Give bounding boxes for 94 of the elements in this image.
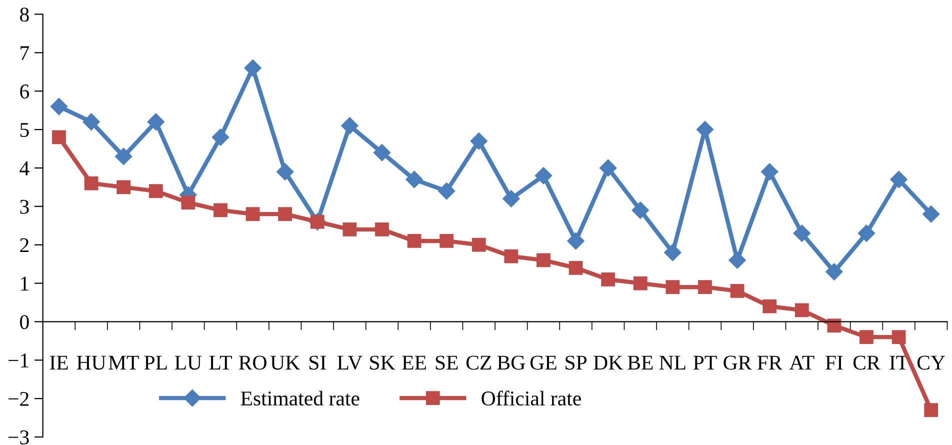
y-tick-label: −1 <box>8 354 28 368</box>
point <box>472 238 486 252</box>
point <box>52 130 66 144</box>
point <box>278 207 292 222</box>
point <box>373 144 391 162</box>
point <box>406 170 423 188</box>
y-tick-label: 7 <box>20 46 30 60</box>
x-tick-label: NL <box>659 356 686 370</box>
y-tick-label: 2 <box>20 238 28 252</box>
point <box>504 249 518 264</box>
x-tick-label: SI <box>310 356 326 370</box>
x-tick-label: UK <box>270 356 300 370</box>
x-tick-label: BE <box>628 356 653 370</box>
y-tick-label: 0 <box>20 315 29 330</box>
point <box>730 284 744 298</box>
point <box>826 263 843 280</box>
x-tick-label: EE <box>402 356 426 370</box>
point <box>212 128 230 146</box>
y-tick-label: 5 <box>20 123 29 137</box>
x-tick-label: FI <box>826 356 843 370</box>
x-tick-label: MT <box>108 356 139 370</box>
x-tick-label: SK <box>370 356 396 370</box>
point <box>567 232 584 250</box>
y-tick-label: 8 <box>20 8 29 22</box>
x-tick-label: CR <box>853 356 880 370</box>
point <box>82 113 100 130</box>
legend-label: Official rate <box>482 390 581 406</box>
x-tick-label: IE <box>50 356 68 370</box>
y-tick-label: 4 <box>20 161 30 176</box>
point <box>632 202 649 219</box>
x-tick-label: AT <box>789 356 814 370</box>
y-tick-label: −2 <box>8 392 28 406</box>
point <box>761 163 778 180</box>
x-tick-label: PT <box>693 356 717 370</box>
point <box>246 207 260 222</box>
point <box>148 184 163 198</box>
x-tick-label: SE <box>436 356 458 370</box>
x-tick-label: SP <box>566 356 587 370</box>
x-tick-label: GR <box>724 356 752 370</box>
point <box>147 113 164 130</box>
x-tick-label: DK <box>594 356 623 370</box>
point <box>342 222 357 236</box>
point <box>892 330 906 344</box>
x-tick-label: BG <box>497 356 526 370</box>
point <box>633 276 648 290</box>
x-tick-label: RO <box>238 356 266 370</box>
x-tick-label: CY <box>917 356 946 370</box>
point <box>214 203 228 218</box>
point <box>407 234 422 248</box>
point <box>858 224 876 242</box>
point <box>924 403 938 418</box>
point <box>698 280 712 294</box>
x-tick-label: LV <box>337 356 362 370</box>
point <box>601 272 616 286</box>
point <box>50 98 68 116</box>
point <box>696 120 714 138</box>
x-tick-label: LU <box>174 356 202 370</box>
point <box>276 163 294 180</box>
x-tick-label: HU <box>76 356 106 370</box>
point <box>762 299 777 314</box>
point <box>827 318 842 332</box>
point <box>536 253 550 268</box>
point <box>115 148 132 165</box>
point <box>244 59 262 77</box>
point <box>116 180 131 194</box>
point <box>438 182 456 200</box>
point <box>502 190 520 208</box>
legend-label: Estimated rate <box>240 390 360 406</box>
point <box>534 167 552 184</box>
x-tick-label: GE <box>530 356 556 370</box>
y-tick-label: 1 <box>21 276 28 290</box>
point <box>341 117 358 134</box>
y-tick-label: 3 <box>20 200 29 214</box>
point <box>666 280 680 294</box>
x-tick-label: FR <box>757 356 782 370</box>
point <box>375 222 389 236</box>
point <box>728 252 746 269</box>
point <box>922 206 940 223</box>
point <box>84 176 98 190</box>
point <box>181 196 196 210</box>
y-tick-label: −3 <box>8 430 29 444</box>
point <box>860 330 874 344</box>
point <box>793 224 810 242</box>
point <box>794 303 809 318</box>
point <box>664 244 682 262</box>
x-tick-label: PL <box>144 356 167 370</box>
point <box>470 132 488 150</box>
point <box>568 260 583 275</box>
x-tick-label: CZ <box>466 356 492 370</box>
x-tick-label: LT <box>209 356 232 370</box>
point <box>600 159 617 177</box>
point <box>890 170 908 188</box>
y-tick-label: 6 <box>20 84 30 99</box>
point <box>440 234 454 248</box>
